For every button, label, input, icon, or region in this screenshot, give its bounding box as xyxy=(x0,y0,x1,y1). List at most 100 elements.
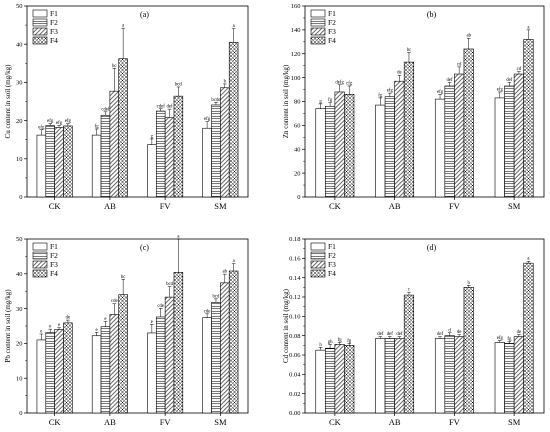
legend-swatch xyxy=(32,27,48,36)
significance-label: cdef xyxy=(101,107,110,112)
bar xyxy=(173,272,184,414)
bar xyxy=(220,87,230,198)
legend-swatch xyxy=(310,9,326,18)
bar xyxy=(202,317,212,414)
significance-label: e xyxy=(151,320,153,325)
bar xyxy=(315,349,326,414)
significance-label: e xyxy=(49,325,51,330)
y-axis-label: Pb content in soil (mg/kg) xyxy=(4,289,12,363)
x-category-label: AB xyxy=(389,201,401,211)
significance-label: bcd xyxy=(166,282,174,287)
bar xyxy=(164,296,175,414)
significance-label: g xyxy=(151,134,154,139)
legend-label: F4 xyxy=(50,36,58,45)
bar xyxy=(147,332,157,414)
bar xyxy=(45,332,55,414)
bar xyxy=(344,345,355,414)
bar xyxy=(100,114,111,198)
y-tick-label: 40 xyxy=(16,41,23,48)
y-tick-label: 0.12 xyxy=(289,294,300,301)
y-tick-label: 0.00 xyxy=(289,410,300,417)
bar xyxy=(454,336,465,414)
legend-swatch xyxy=(32,251,48,260)
bar xyxy=(504,343,515,414)
legend-swatch xyxy=(310,18,326,27)
significance-label: a xyxy=(177,235,180,240)
legend-swatch xyxy=(310,251,326,260)
significance-label: efg xyxy=(497,87,504,92)
legend-swatch xyxy=(32,242,48,251)
x-category-label: AB xyxy=(389,417,401,427)
legend-swatch xyxy=(32,18,48,27)
bar xyxy=(202,127,212,198)
bar xyxy=(109,314,120,414)
y-axis-label: Zn content in soil (mg/kg) xyxy=(282,64,290,138)
bar xyxy=(36,339,47,414)
y-tick-label: 0.02 xyxy=(289,391,300,398)
significance-label: fg xyxy=(507,337,512,342)
panel-label: (d) xyxy=(427,243,437,252)
significance-label: cd xyxy=(517,67,522,72)
x-category-label: SM xyxy=(214,417,227,427)
significance-label: efg xyxy=(38,125,45,130)
bar xyxy=(100,326,111,414)
significance-label: def xyxy=(377,332,384,337)
legend-swatch xyxy=(32,36,48,45)
significance-label: a xyxy=(527,257,530,262)
bar xyxy=(434,338,446,414)
legend-label: F1 xyxy=(328,9,336,18)
bar xyxy=(334,91,345,198)
bar xyxy=(403,61,415,198)
y-tick-label: 50 xyxy=(16,3,23,10)
significance-label: efg xyxy=(47,119,54,124)
bar xyxy=(36,134,47,198)
significance-label: efg xyxy=(497,336,504,341)
bar xyxy=(394,80,405,198)
significance-label: efg xyxy=(204,117,211,122)
bar xyxy=(315,108,326,198)
bar xyxy=(384,96,395,198)
y-tick-label: 10 xyxy=(16,375,23,382)
chart-panel-1: 0 10 20 30 40 50 Cu content in soil (mg/kg) (a)… xyxy=(4,3,249,211)
significance-label: efg xyxy=(65,119,72,124)
bar xyxy=(155,110,166,198)
significance-label: a xyxy=(233,259,236,264)
significance-label: cd xyxy=(457,62,462,67)
bar xyxy=(63,125,73,198)
significance-label: def xyxy=(166,105,173,110)
bar xyxy=(325,105,336,198)
bar xyxy=(375,338,386,414)
legend-swatch xyxy=(32,260,48,269)
significance-label: h xyxy=(319,343,322,348)
y-tick-label: 10 xyxy=(16,156,23,163)
y-axis-label: Cu content in soil (mg/kg) xyxy=(4,64,12,139)
bar xyxy=(118,294,128,414)
y-tick-label: 30 xyxy=(16,80,23,87)
significance-label: e xyxy=(58,323,60,328)
significance-label: de xyxy=(397,71,402,76)
bar xyxy=(91,335,102,414)
y-tick-label: 30 xyxy=(16,306,23,313)
x-category-label: AB xyxy=(104,201,116,211)
x-category-label: CK xyxy=(49,417,62,427)
legend-label: F3 xyxy=(328,27,336,36)
significance-label: fg xyxy=(338,338,343,343)
bar xyxy=(325,347,336,414)
bar xyxy=(109,90,120,198)
legend-label: F3 xyxy=(328,260,336,269)
bar xyxy=(45,125,55,198)
y-tick-label: 0.06 xyxy=(289,352,301,359)
y-tick-label: 40 xyxy=(16,271,23,278)
significance-label: def xyxy=(447,78,454,83)
x-category-label: CK xyxy=(49,201,62,211)
y-tick-label: 0.04 xyxy=(289,372,301,379)
legend-label: F4 xyxy=(328,269,336,278)
significance-label: defg xyxy=(335,80,344,85)
y-tick-label: 0.10 xyxy=(289,314,300,321)
legend-swatch xyxy=(32,9,48,18)
bar xyxy=(523,262,534,414)
significance-label: de xyxy=(517,330,522,335)
legend-label: F1 xyxy=(50,9,58,18)
significance-label: def xyxy=(396,332,403,337)
